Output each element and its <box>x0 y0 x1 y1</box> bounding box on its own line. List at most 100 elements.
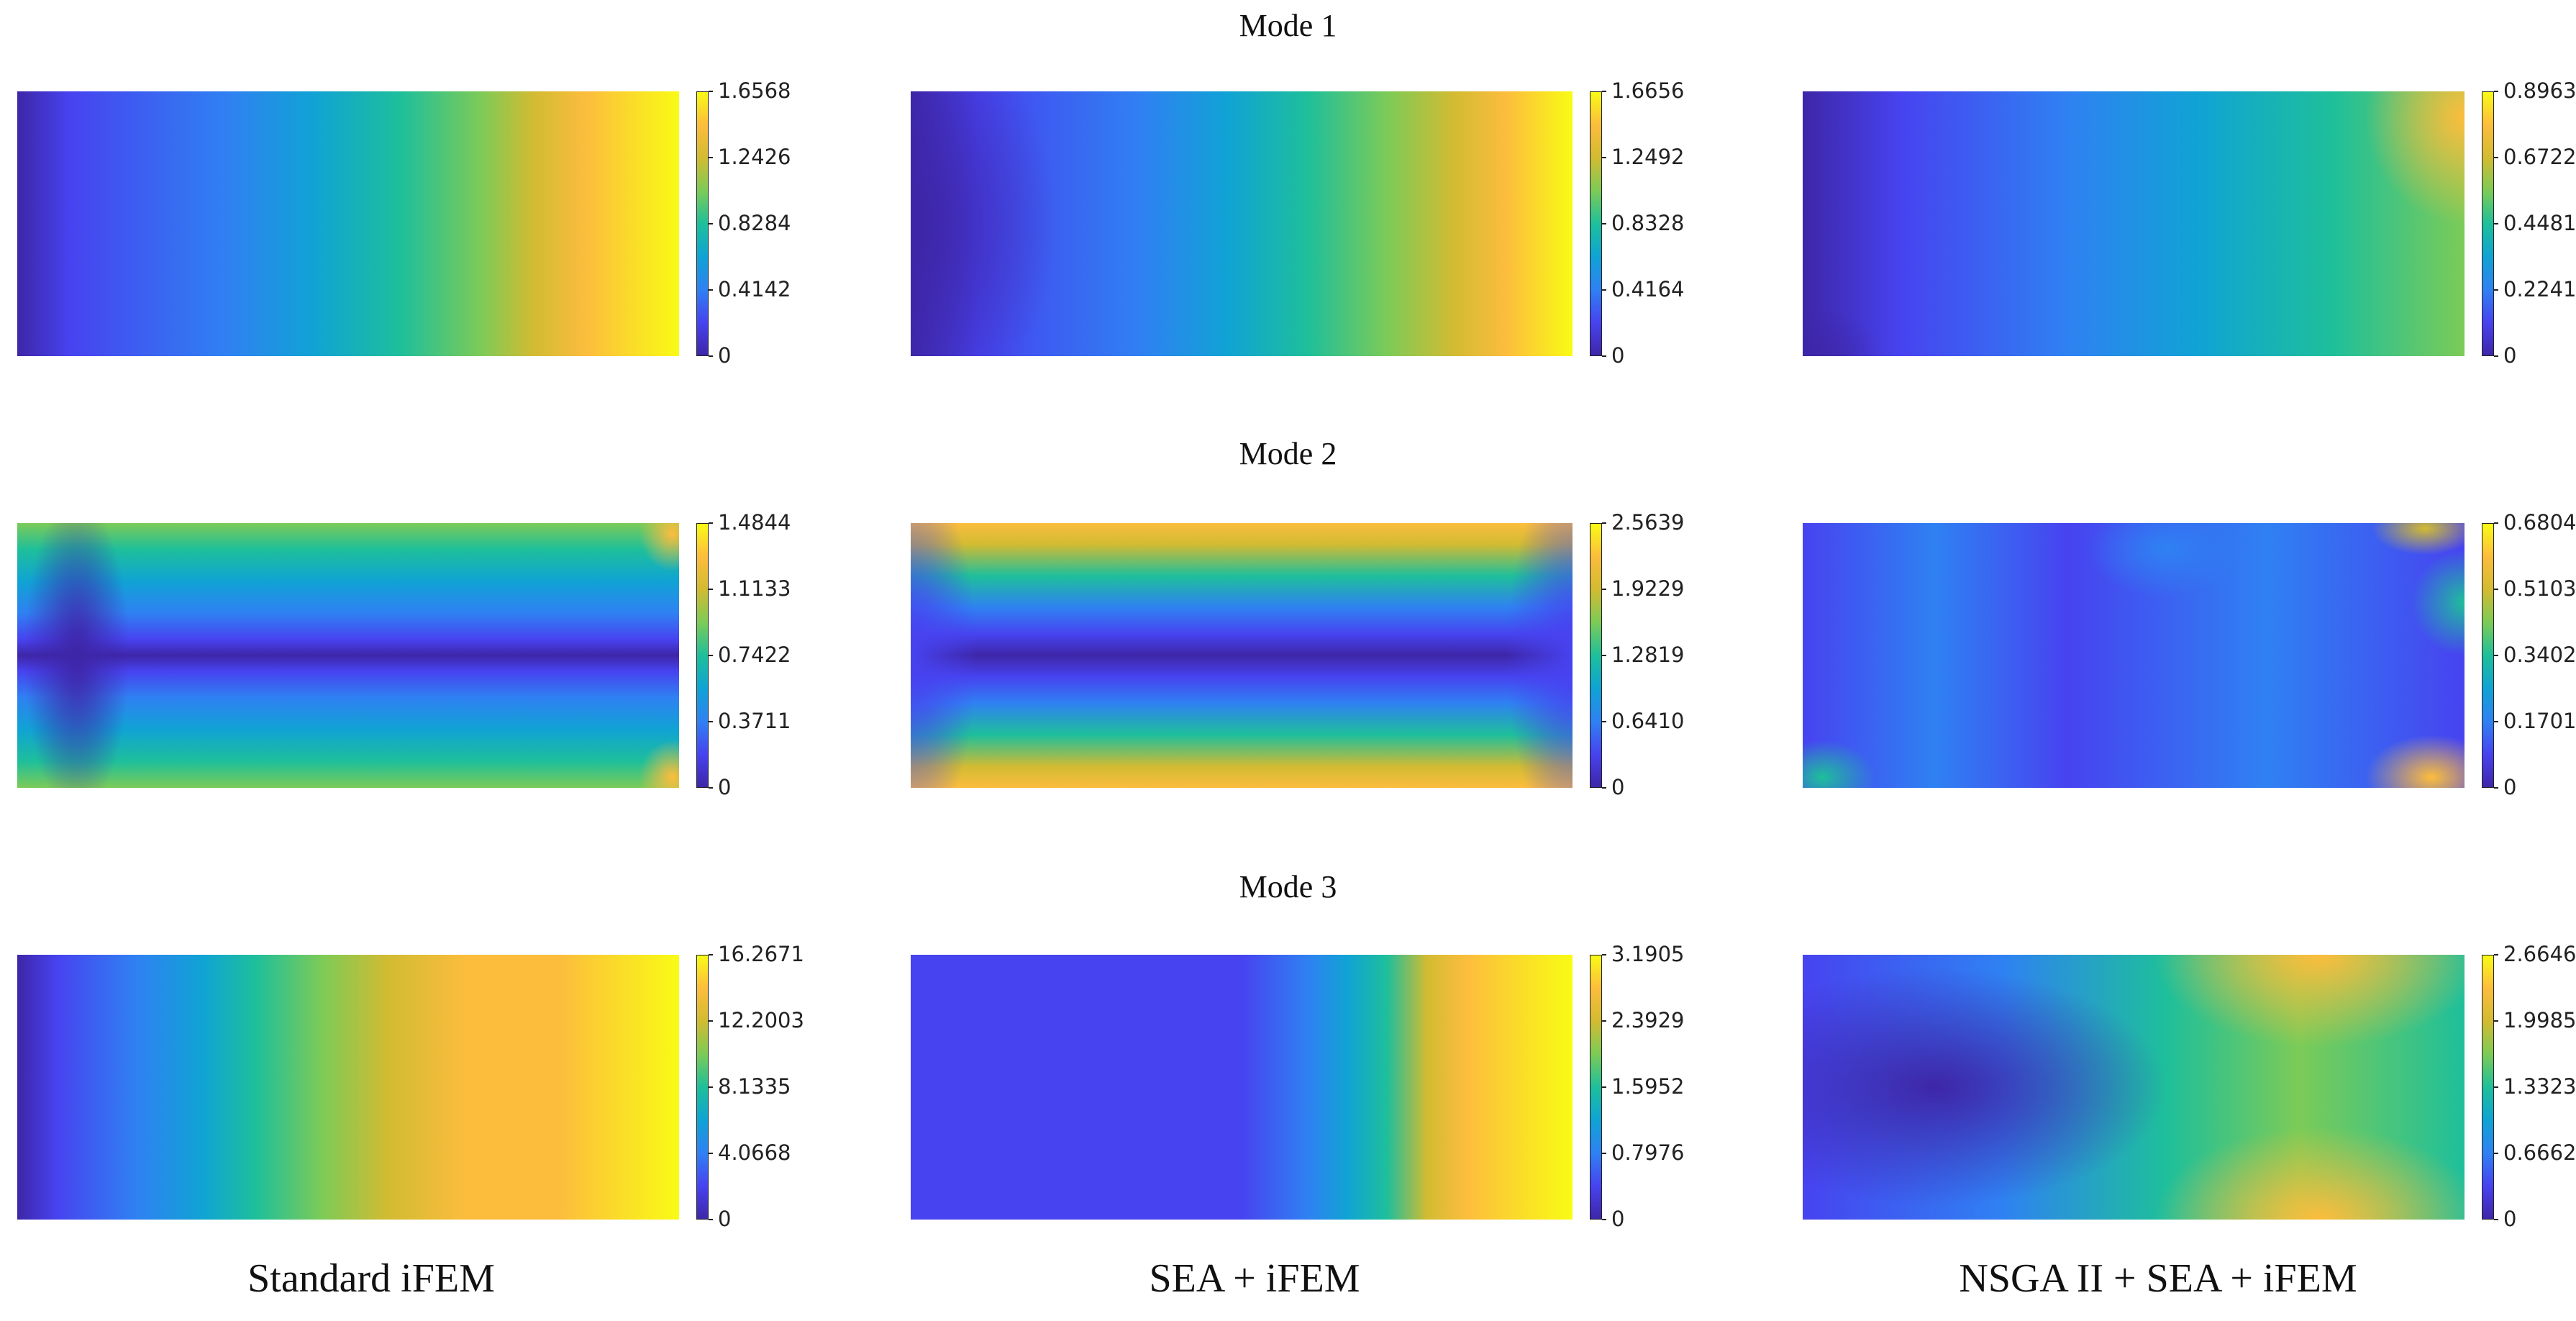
colorbar-tick-label: 1.3323 <box>2503 1074 2576 1099</box>
colorbar-tick <box>2494 157 2498 158</box>
colorbar-tick <box>2494 1086 2498 1088</box>
colorbar-tick-label: 1.1133 <box>718 576 791 601</box>
colorbar-tick <box>1602 1219 1606 1220</box>
heatmap-panel: 0 0.7976 1.5952 2.3929 3.1905 <box>911 944 1688 1230</box>
colorbar-tick-label: 12.2003 <box>718 1008 804 1032</box>
colorbar-tick-label: 0.3711 <box>718 709 791 733</box>
heatmap-field <box>911 523 1573 788</box>
colorbar-tick-label: 0.8284 <box>718 211 791 235</box>
colorbar-tick-label: 0 <box>718 775 732 799</box>
heatmap-panel: 0 0.4142 0.8284 1.2426 1.6568 <box>17 81 794 366</box>
colorbar-tick <box>1602 1086 1606 1088</box>
colorbar <box>696 523 709 788</box>
heatmap-panel: 0 4.0668 8.1335 12.2003 16.2671 <box>17 944 804 1230</box>
colorbar-tick-label: 0.6722 <box>2503 145 2576 169</box>
colorbar-tick-label: 0.4142 <box>718 277 791 301</box>
colorbar-tick-label: 0.1701 <box>2503 709 2576 733</box>
colorbar-tick <box>1602 1020 1606 1022</box>
colorbar-tick <box>1602 954 1606 955</box>
colorbar-tick <box>1602 91 1606 92</box>
colorbar-tick-label: 0 <box>1611 1207 1625 1231</box>
colorbar-tick <box>2494 289 2498 291</box>
colorbar <box>1590 91 1602 356</box>
colorbar <box>696 955 709 1220</box>
colorbar-tick <box>2494 787 2498 789</box>
colorbar-tick <box>709 1020 713 1022</box>
heatmap-panel: 0 0.6410 1.2819 1.9229 2.5639 <box>911 512 1688 798</box>
mode-1-title: Mode 1 <box>1239 8 1337 43</box>
colorbar-tick <box>709 522 713 524</box>
colorbar-tick <box>709 589 713 590</box>
heatmap-field <box>17 91 679 356</box>
colorbar-tick <box>1602 655 1606 656</box>
heatmap-field <box>1803 91 2465 356</box>
colorbar-tick-label: 2.5639 <box>1611 510 1685 535</box>
colorbar-tick <box>709 223 713 224</box>
colorbar-tick-label: 1.5952 <box>1611 1074 1685 1099</box>
colorbar-tick <box>2494 223 2498 224</box>
colorbar-tick <box>709 289 713 291</box>
colorbar-tick <box>2494 721 2498 722</box>
colorbar-tick-label: 1.2492 <box>1611 145 1685 169</box>
colorbar-tick-label: 8.1335 <box>718 1074 791 1099</box>
colorbar-tick-label: 1.9985 <box>2503 1008 2576 1032</box>
heatmap-field <box>1803 955 2465 1220</box>
heatmap-panel: 0 0.4164 0.8328 1.2492 1.6656 <box>911 81 1688 366</box>
colorbar-tick <box>2494 522 2498 524</box>
colorbar-tick-label: 1.4844 <box>718 510 791 535</box>
heatmap-panel: 0 0.6662 1.3323 1.9985 2.6646 <box>1803 944 2576 1230</box>
colorbar-tick-label: 2.6646 <box>2503 942 2576 966</box>
colorbar <box>2482 955 2494 1220</box>
heatmap-field <box>17 955 679 1220</box>
colorbar-tick-label: 0 <box>718 343 732 368</box>
colorbar-tick <box>2494 589 2498 590</box>
heatmap-field <box>911 91 1573 356</box>
colorbar-tick <box>709 1153 713 1154</box>
heatmap-field <box>1803 523 2465 788</box>
colorbar-tick <box>1602 223 1606 224</box>
colorbar-tick <box>709 91 713 92</box>
colorbar-tick <box>2494 655 2498 656</box>
column-label-standard-ifem: Standard iFEM <box>247 1256 495 1301</box>
colorbar-tick-label: 0.5103 <box>2503 576 2576 601</box>
colorbar-tick-label: 0.6804 <box>2503 510 2576 535</box>
colorbar-tick <box>709 355 713 357</box>
colorbar-tick <box>2494 1153 2498 1154</box>
colorbar-tick <box>2494 355 2498 357</box>
colorbar-tick-label: 1.2426 <box>718 145 791 169</box>
colorbar-tick <box>1602 289 1606 291</box>
column-label-nsga-sea-ifem: NSGA II + SEA + iFEM <box>1959 1256 2357 1301</box>
colorbar <box>1590 955 1602 1220</box>
colorbar-tick <box>1602 589 1606 590</box>
colorbar-tick <box>2494 1219 2498 1220</box>
colorbar-tick <box>2494 1020 2498 1022</box>
colorbar-tick-label: 16.2671 <box>718 942 804 966</box>
colorbar-tick-label: 0 <box>2503 343 2517 368</box>
colorbar-tick <box>1602 355 1606 357</box>
colorbar-tick-label: 1.6568 <box>718 78 791 103</box>
colorbar-tick <box>709 954 713 955</box>
colorbar-tick-label: 0 <box>1611 343 1625 368</box>
colorbar-tick <box>2494 954 2498 955</box>
colorbar-tick-label: 2.3929 <box>1611 1008 1685 1032</box>
colorbar-tick-label: 0.4164 <box>1611 277 1685 301</box>
heatmap-panel: 0 0.2241 0.4481 0.6722 0.8963 <box>1803 81 2576 366</box>
colorbar-tick-label: 0.2241 <box>2503 277 2576 301</box>
heatmap-field <box>911 955 1573 1220</box>
colorbar-tick <box>1602 787 1606 789</box>
colorbar-tick <box>709 721 713 722</box>
colorbar-tick-label: 4.0668 <box>718 1140 791 1165</box>
colorbar-tick <box>1602 1153 1606 1154</box>
colorbar-tick <box>2494 91 2498 92</box>
colorbar-tick-label: 0 <box>718 1207 732 1231</box>
mode-3-title: Mode 3 <box>1239 869 1337 904</box>
colorbar <box>1590 523 1602 788</box>
colorbar-tick <box>709 157 713 158</box>
colorbar-tick-label: 0.4481 <box>2503 211 2576 235</box>
column-label-sea-ifem: SEA + iFEM <box>1149 1256 1360 1301</box>
colorbar-tick <box>1602 522 1606 524</box>
heatmap-panel: 0 0.3711 0.7422 1.1133 1.4844 <box>17 512 794 798</box>
heatmap-field <box>17 523 679 788</box>
colorbar <box>2482 91 2494 356</box>
colorbar-tick-label: 0 <box>1611 775 1625 799</box>
